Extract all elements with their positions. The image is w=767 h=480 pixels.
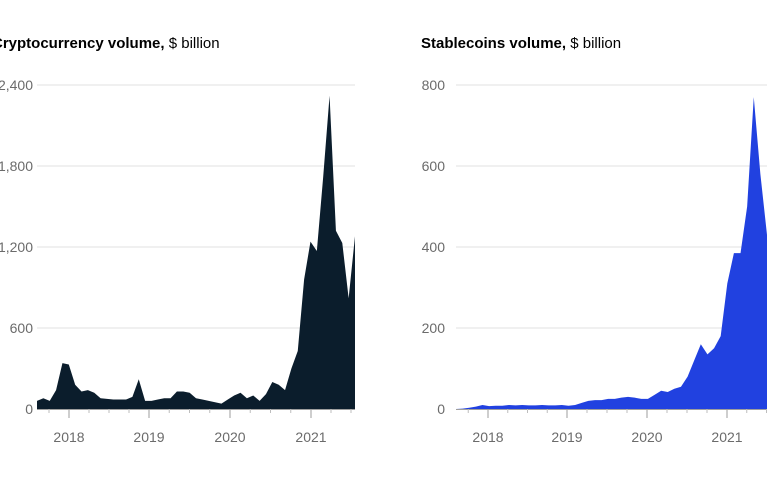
x-tick-label: 2018 bbox=[53, 429, 84, 445]
y-tick-label: 1,200 bbox=[0, 239, 33, 255]
chart-title-cryptocurrency: Cryptocurrency volume, $ billion bbox=[0, 35, 220, 52]
chart-unit-text: $ billion bbox=[570, 35, 622, 52]
x-tick-label: 2020 bbox=[214, 429, 245, 445]
chart-title-text: Stablecoins volume, bbox=[421, 35, 567, 52]
chart-title-stablecoins: Stablecoins volume, $ billion bbox=[421, 35, 621, 52]
x-tick-label: 2019 bbox=[551, 429, 582, 445]
x-tick-label: 2019 bbox=[133, 429, 164, 445]
x-tick-label: 2021 bbox=[711, 429, 742, 445]
y-tick-label: 1,800 bbox=[0, 158, 33, 174]
y-tick-label: 0 bbox=[437, 401, 445, 417]
y-tick-label: 2,400 bbox=[0, 77, 33, 93]
y-tick-label: 600 bbox=[10, 320, 34, 336]
stablecoin-volume-area bbox=[456, 97, 767, 410]
y-tick-label: 0 bbox=[25, 401, 33, 417]
y-tick-label: 200 bbox=[422, 320, 446, 336]
x-tick-label: 2020 bbox=[631, 429, 662, 445]
chart-title-text: Cryptocurrency volume, bbox=[0, 35, 165, 52]
y-tick-label: 800 bbox=[422, 77, 446, 93]
x-tick-label: 2021 bbox=[295, 429, 326, 445]
x-tick-label: 2018 bbox=[472, 429, 503, 445]
crypto-volume-area bbox=[37, 95, 355, 410]
chart-unit-text: $ billion bbox=[168, 35, 220, 52]
y-tick-label: 400 bbox=[422, 239, 446, 255]
y-tick-label: 600 bbox=[422, 158, 446, 174]
